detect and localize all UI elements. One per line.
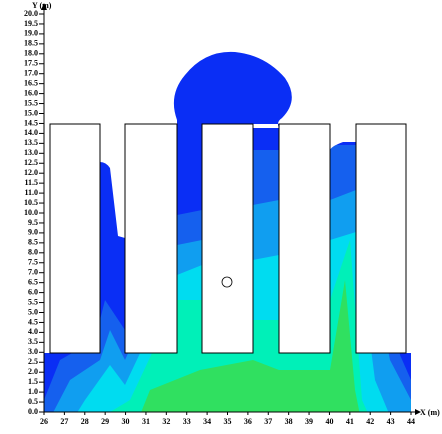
x-tick-label: 27 <box>60 417 68 426</box>
y-tick-label: 6.5 <box>28 277 38 286</box>
blocks <box>49 123 407 354</box>
x-tick-label: 29 <box>101 417 109 426</box>
probe <box>221 276 233 288</box>
y-tick-label: 8.5 <box>28 238 38 247</box>
x-tick-label: 33 <box>183 417 191 426</box>
x-tick-label: 41 <box>346 417 354 426</box>
x-tick-label: 35 <box>224 417 232 426</box>
block <box>49 123 101 354</box>
contour-band <box>44 280 411 412</box>
x-tick-label: 42 <box>366 417 374 426</box>
y-tick-label: 19.5 <box>24 19 38 28</box>
y-tick-label: 1.5 <box>28 377 38 386</box>
block <box>124 123 178 354</box>
y-tick-label: 2.0 <box>28 367 38 376</box>
x-tick-label: 39 <box>305 417 313 426</box>
y-tick-label: 11.0 <box>24 188 38 197</box>
y-tick-label: 16.5 <box>24 78 38 87</box>
x-tick-label: 40 <box>325 417 333 426</box>
y-tick-label: 20.0 <box>24 9 38 18</box>
y-tick-label: 3.0 <box>28 347 38 356</box>
x-tick-label: 37 <box>264 417 272 426</box>
x-axis-label: X (m) <box>420 408 440 417</box>
y-tick-label: 13.5 <box>24 138 38 147</box>
y-tick-label: 1.0 <box>28 387 38 396</box>
y-tick-label: 19.0 <box>24 29 38 38</box>
y-tick-label: 13.0 <box>24 148 38 157</box>
y-tick-label: 10.5 <box>24 198 38 207</box>
y-tick-label: 11.5 <box>24 178 38 187</box>
y-tick-label: 14.5 <box>24 118 38 127</box>
x-tick-label: 32 <box>162 417 170 426</box>
y-tick-label: 6.0 <box>28 287 38 296</box>
y-tick-label: 16.0 <box>24 88 38 97</box>
y-tick-label: 17.5 <box>24 59 38 68</box>
y-tick-label: 10.0 <box>24 208 38 217</box>
y-tick-label: 2.5 <box>28 357 38 366</box>
y-tick-label: 9.5 <box>28 218 38 227</box>
x-tick-label: 30 <box>122 417 130 426</box>
x-tick-label: 43 <box>387 417 395 426</box>
y-tick-label: 17.0 <box>24 69 38 78</box>
y-tick-label: 0.5 <box>28 397 38 406</box>
y-tick-label: 18.5 <box>24 39 38 48</box>
x-tick-label: 34 <box>203 417 211 426</box>
y-tick-label: 0.0 <box>28 407 38 416</box>
x-arrow <box>415 409 421 415</box>
block <box>355 123 407 354</box>
y-tick-label: 4.5 <box>28 317 38 326</box>
y-tick-label: 15.0 <box>24 108 38 117</box>
y-tick-label: 7.0 <box>28 268 38 277</box>
x-tick-label: 28 <box>81 417 89 426</box>
x-tick-label: 38 <box>285 417 293 426</box>
y-tick-label: 15.5 <box>24 98 38 107</box>
x-tick-label: 44 <box>407 417 415 426</box>
y-arrow <box>41 3 47 10</box>
x-tick-label: 36 <box>244 417 252 426</box>
x-tick-label: 26 <box>40 417 48 426</box>
block <box>278 123 331 354</box>
y-tick-label: 12.0 <box>24 168 38 177</box>
y-tick-label: 5.5 <box>28 297 38 306</box>
y-tick-label: 8.0 <box>28 248 38 257</box>
y-tick-label: 4.0 <box>28 327 38 336</box>
y-tick-label: 18.0 <box>24 49 38 58</box>
y-tick-label: 9.0 <box>28 228 38 237</box>
y-tick-label: 14.0 <box>24 128 38 137</box>
y-tick-label: 12.5 <box>24 158 38 167</box>
y-axis-label: Y (m) <box>32 1 52 10</box>
x-tick-label: 31 <box>142 417 150 426</box>
block <box>201 123 254 354</box>
y-tick-label: 3.5 <box>28 337 38 346</box>
y-tick-label: 7.5 <box>28 258 38 267</box>
y-tick-label: 5.0 <box>28 307 38 316</box>
